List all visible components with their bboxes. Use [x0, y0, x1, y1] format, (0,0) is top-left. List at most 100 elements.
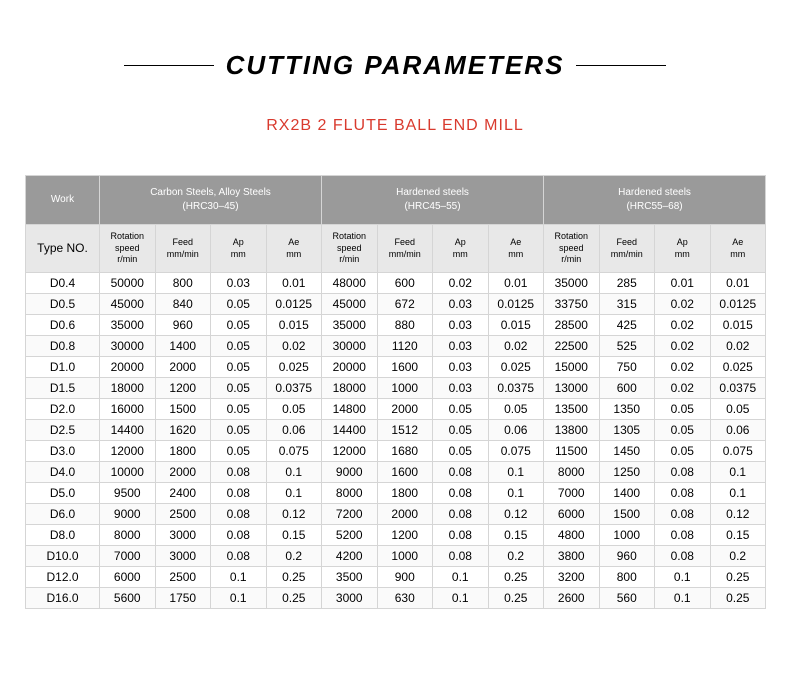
- value-cell: 0.05: [266, 399, 322, 420]
- title-line-left: [0, 65, 214, 66]
- value-cell: 18000: [100, 378, 156, 399]
- value-cell: 1350: [599, 399, 655, 420]
- group-3-label: Hardened steels: [618, 187, 691, 198]
- group-2-sub: (HRC45–55): [404, 201, 460, 212]
- value-cell: 13000: [544, 378, 600, 399]
- value-cell: 48000: [322, 273, 378, 294]
- value-cell: 0.02: [655, 315, 711, 336]
- value-cell: 3500: [322, 567, 378, 588]
- col-header-main: Ae: [510, 237, 521, 247]
- value-cell: 35000: [544, 273, 600, 294]
- value-cell: 0.015: [488, 315, 544, 336]
- value-cell: 12000: [100, 441, 156, 462]
- value-cell: 2000: [377, 504, 433, 525]
- value-cell: 0.15: [488, 525, 544, 546]
- value-cell: 0.025: [710, 357, 766, 378]
- value-cell: 0.25: [710, 588, 766, 609]
- value-cell: 1800: [377, 483, 433, 504]
- value-cell: 0.05: [211, 441, 267, 462]
- value-cell: 0.1: [211, 588, 267, 609]
- col-header-main: Ae: [288, 237, 299, 247]
- value-cell: 1400: [155, 336, 211, 357]
- value-cell: 9000: [100, 504, 156, 525]
- value-cell: 560: [599, 588, 655, 609]
- value-cell: 0.12: [710, 504, 766, 525]
- value-cell: 0.01: [266, 273, 322, 294]
- value-cell: 5600: [100, 588, 156, 609]
- value-cell: 14800: [322, 399, 378, 420]
- table-row: D1.51800012000.050.03751800010000.030.03…: [26, 378, 766, 399]
- value-cell: 45000: [100, 294, 156, 315]
- table-row: D10.0700030000.080.2420010000.080.238009…: [26, 546, 766, 567]
- value-cell: 900: [377, 567, 433, 588]
- value-cell: 750: [599, 357, 655, 378]
- value-cell: 0.05: [433, 420, 489, 441]
- value-cell: 0.1: [266, 462, 322, 483]
- value-cell: 0.02: [655, 357, 711, 378]
- value-cell: 35000: [100, 315, 156, 336]
- col-header-sub: mm: [675, 249, 690, 259]
- value-cell: 0.08: [433, 483, 489, 504]
- value-cell: 0.08: [655, 504, 711, 525]
- type-cell: D6.0: [26, 504, 100, 525]
- value-cell: 0.2: [710, 546, 766, 567]
- value-cell: 4200: [322, 546, 378, 567]
- value-cell: 0.0375: [710, 378, 766, 399]
- value-cell: 28500: [544, 315, 600, 336]
- value-cell: 3200: [544, 567, 600, 588]
- col-header: Feedmm/min: [377, 225, 433, 273]
- value-cell: 0.075: [710, 441, 766, 462]
- value-cell: 13800: [544, 420, 600, 441]
- value-cell: 0.1: [433, 588, 489, 609]
- value-cell: 16000: [100, 399, 156, 420]
- value-cell: 1000: [377, 378, 433, 399]
- value-cell: 0.05: [211, 294, 267, 315]
- value-cell: 2000: [377, 399, 433, 420]
- col-header-sub: mm/min: [611, 249, 643, 259]
- value-cell: 35000: [322, 315, 378, 336]
- value-cell: 0.05: [211, 357, 267, 378]
- type-cell: D3.0: [26, 441, 100, 462]
- value-cell: 0.1: [433, 567, 489, 588]
- type-cell: D0.5: [26, 294, 100, 315]
- value-cell: 0.12: [488, 504, 544, 525]
- value-cell: 1200: [377, 525, 433, 546]
- value-cell: 0.0125: [488, 294, 544, 315]
- value-cell: 3000: [155, 525, 211, 546]
- value-cell: 0.05: [655, 420, 711, 441]
- table-row: D1.02000020000.050.0252000016000.030.025…: [26, 357, 766, 378]
- parameters-table: Work Carbon Steels, Alloy Steels (HRC30–…: [25, 175, 766, 609]
- type-cell: D1.0: [26, 357, 100, 378]
- value-cell: 1450: [599, 441, 655, 462]
- type-cell: D2.5: [26, 420, 100, 441]
- value-cell: 45000: [322, 294, 378, 315]
- value-cell: 0.05: [211, 336, 267, 357]
- value-cell: 0.1: [488, 483, 544, 504]
- value-cell: 0.05: [433, 441, 489, 462]
- value-cell: 0.15: [710, 525, 766, 546]
- col-header: Feedmm/min: [155, 225, 211, 273]
- value-cell: 1750: [155, 588, 211, 609]
- value-cell: 1200: [155, 378, 211, 399]
- value-cell: 0.02: [433, 273, 489, 294]
- col-header-sub: mm: [453, 249, 468, 259]
- col-header-main: Feed: [172, 237, 193, 247]
- title-row: CUTTING PARAMETERS: [0, 50, 790, 81]
- value-cell: 3000: [155, 546, 211, 567]
- value-cell: 1600: [377, 462, 433, 483]
- value-cell: 2000: [155, 462, 211, 483]
- value-cell: 600: [599, 378, 655, 399]
- col-header: Aemm: [710, 225, 766, 273]
- col-header-main: Rotation speed: [110, 231, 144, 253]
- table-row: D8.0800030000.080.15520012000.080.154800…: [26, 525, 766, 546]
- col-header-sub: mm: [508, 249, 523, 259]
- value-cell: 525: [599, 336, 655, 357]
- value-cell: 14400: [100, 420, 156, 441]
- group-3-sub: (HRC55–68): [626, 201, 682, 212]
- type-cell: D0.6: [26, 315, 100, 336]
- value-cell: 0.075: [266, 441, 322, 462]
- value-cell: 0.02: [655, 336, 711, 357]
- value-cell: 672: [377, 294, 433, 315]
- value-cell: 5200: [322, 525, 378, 546]
- value-cell: 0.02: [655, 294, 711, 315]
